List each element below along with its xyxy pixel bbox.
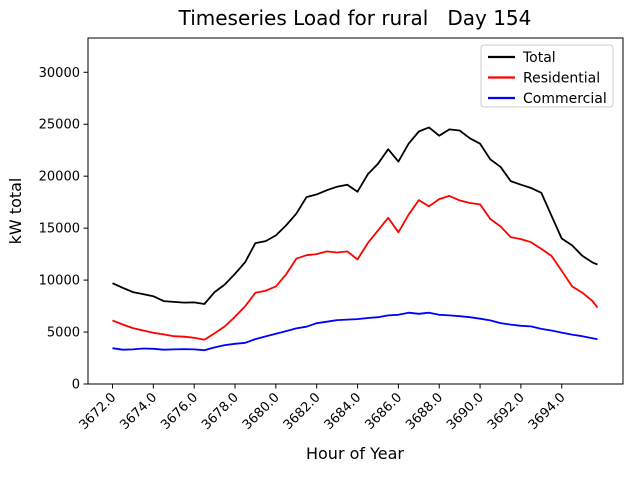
x-tick-label: 3676.0: [158, 390, 201, 433]
y-tick-label: 10000: [39, 274, 80, 289]
series-line-total: [112, 126, 598, 305]
x-tick-label: 3688.0: [403, 390, 446, 433]
y-tick-label: 30000: [39, 66, 80, 81]
x-tick-label: 3674.0: [117, 390, 160, 433]
series-line-residential: [112, 194, 599, 341]
x-tick-label: 3694.0: [526, 390, 569, 433]
x-tick-label: 3692.0: [485, 390, 528, 433]
x-tick-label: 3680.0: [240, 390, 283, 433]
legend-entry-label: Commercial: [523, 91, 607, 107]
x-axis-label: Hour of Year: [306, 444, 404, 463]
x-tick-label: 3686.0: [362, 390, 405, 433]
x-axis: 3672.03674.03676.03678.03680.03682.03684…: [77, 384, 569, 433]
chart-title: Timeseries Load for rural Day 154: [178, 6, 532, 30]
x-tick-label: 3684.0: [322, 390, 365, 433]
y-tick-label: 20000: [39, 170, 80, 185]
series-group: [112, 126, 599, 352]
legend-entry-label: Residential: [523, 71, 600, 87]
y-tick-label: 5000: [47, 326, 80, 341]
y-tick-label: 0: [72, 378, 80, 393]
legend-box: [480, 44, 614, 108]
x-tick-label: 3678.0: [199, 390, 242, 433]
x-tick-label: 3682.0: [281, 390, 324, 433]
x-tick-label: 3672.0: [77, 390, 120, 433]
series-line-commercial: [112, 311, 598, 352]
y-axis: 0 5000 10000 15000 20000 25000 30000: [39, 66, 88, 393]
plot-border: [87, 37, 624, 385]
y-axis-label: kW total: [6, 178, 25, 245]
y-tick-label: 15000: [39, 222, 80, 237]
x-tick-label: 3690.0: [444, 390, 487, 433]
y-tick-label: 25000: [39, 118, 80, 133]
legend: Total Residential Commercial: [480, 44, 614, 108]
legend-entry-label: Total: [522, 50, 556, 66]
